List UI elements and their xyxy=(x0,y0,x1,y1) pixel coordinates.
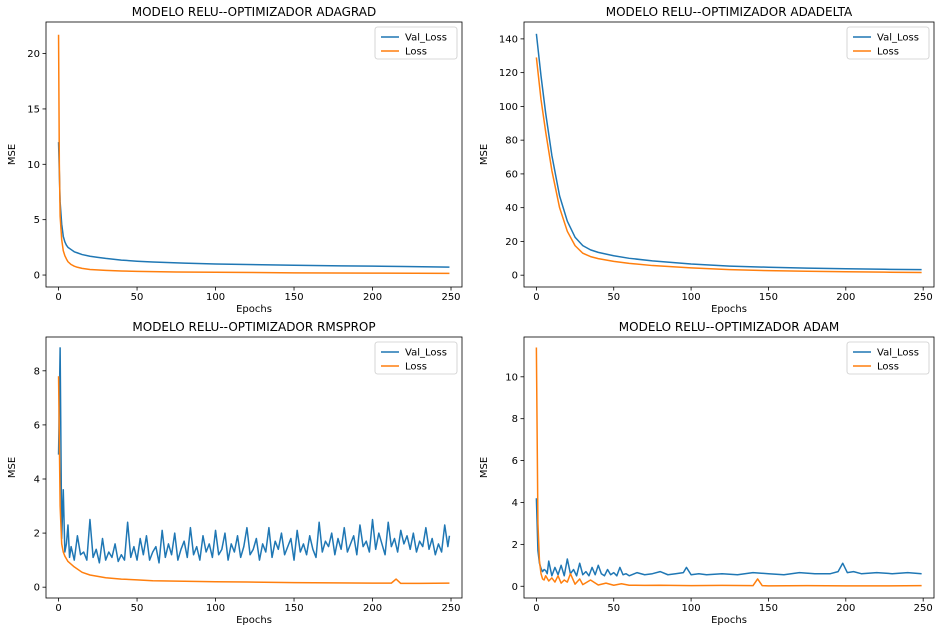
x-tick-label: 250 xyxy=(441,603,460,614)
y-tick-label: 0 xyxy=(34,583,40,594)
y-axis-label: MSE xyxy=(479,144,490,165)
x-tick-label: 0 xyxy=(533,292,539,303)
x-axis-label: Epochs xyxy=(236,615,272,626)
y-tick-label: 60 xyxy=(505,169,518,180)
y-tick-label: 2 xyxy=(512,540,518,551)
legend-label: Loss xyxy=(877,47,899,58)
legend-label: Loss xyxy=(877,362,899,373)
x-axis-label: Epochs xyxy=(236,304,272,315)
legend: Val_Loss Loss xyxy=(374,341,458,375)
x-tick-label: 0 xyxy=(55,603,61,614)
x-tick-label: 100 xyxy=(682,292,701,303)
y-axis-label: MSE xyxy=(7,144,18,165)
y-tick-label: 4 xyxy=(34,474,40,485)
series-line-val-loss xyxy=(57,142,450,268)
subplot-rmsprop: MODELO RELU--OPTIMIZADOR RMSPROP Epochs … xyxy=(7,320,463,626)
x-tick-label: 50 xyxy=(607,292,620,303)
y-tick-label: 0 xyxy=(34,271,40,282)
y-tick-label: 10 xyxy=(27,160,40,171)
y-tick-label: 6 xyxy=(34,420,40,431)
y-tick-label: 80 xyxy=(505,136,518,147)
x-tick-label: 100 xyxy=(206,292,225,303)
legend: Val_Loss Loss xyxy=(374,26,458,60)
y-tick-label: 140 xyxy=(499,34,518,45)
x-tick-label: 0 xyxy=(533,603,539,614)
y-axis-label: MSE xyxy=(7,457,18,478)
x-tick-label: 200 xyxy=(836,603,855,614)
y-tick-label: 6 xyxy=(512,456,518,467)
axes-frame xyxy=(45,21,463,288)
y-tick-label: 4 xyxy=(512,498,518,509)
x-tick-label: 250 xyxy=(914,292,933,303)
y-tick-label: 20 xyxy=(27,49,40,60)
plot-area xyxy=(57,347,451,585)
x-tick-label: 50 xyxy=(131,292,144,303)
chart-title: MODELO RELU--OPTIMIZADOR RMSPROP xyxy=(132,320,375,334)
y-tick-label: 5 xyxy=(34,215,40,226)
x-tick-label: 50 xyxy=(607,603,620,614)
plot-area xyxy=(57,34,450,275)
legend-label: Loss xyxy=(405,362,427,373)
x-tick-label: 200 xyxy=(363,603,382,614)
y-tick-label: 10 xyxy=(505,372,518,383)
y-tick-label: 100 xyxy=(499,102,518,113)
x-tick-label: 200 xyxy=(836,292,855,303)
series-line-loss xyxy=(535,57,922,274)
y-tick-label: 20 xyxy=(505,237,518,248)
y-tick-label: 15 xyxy=(27,104,40,115)
axes-frame xyxy=(45,336,463,599)
axes-frame xyxy=(523,21,935,288)
x-tick-label: 200 xyxy=(363,292,382,303)
legend-label: Val_Loss xyxy=(405,348,447,359)
series-line-loss xyxy=(57,34,450,275)
plot-area xyxy=(535,33,922,274)
x-tick-label: 150 xyxy=(759,292,778,303)
x-tick-label: 50 xyxy=(131,603,144,614)
x-tick-label: 150 xyxy=(284,603,303,614)
series-line-val-loss xyxy=(535,33,922,271)
y-tick-label: 0 xyxy=(512,582,518,593)
chart-title: MODELO RELU--OPTIMIZADOR ADADELTA xyxy=(606,5,853,19)
x-tick-label: 0 xyxy=(55,292,61,303)
x-tick-label: 250 xyxy=(441,292,460,303)
x-axis-label: Epochs xyxy=(711,304,747,315)
x-tick-label: 250 xyxy=(914,603,933,614)
y-tick-label: 120 xyxy=(499,68,518,79)
y-tick-label: 2 xyxy=(34,529,40,540)
series-line-val-loss xyxy=(57,347,451,564)
x-tick-label: 100 xyxy=(206,603,225,614)
plot-area xyxy=(535,347,922,587)
series-line-val-loss xyxy=(535,498,922,577)
legend: Val_Loss Loss xyxy=(846,341,930,375)
subplot-adagrad: MODELO RELU--OPTIMIZADOR ADAGRAD Epochs … xyxy=(7,5,463,315)
x-axis-label: Epochs xyxy=(711,615,747,626)
legend-label: Loss xyxy=(405,47,427,58)
y-tick-label: 8 xyxy=(512,414,518,425)
legend: Val_Loss Loss xyxy=(846,26,930,60)
axes-frame xyxy=(523,336,935,599)
x-tick-label: 150 xyxy=(759,603,778,614)
y-tick-label: 0 xyxy=(512,271,518,282)
legend-label: Val_Loss xyxy=(877,33,919,44)
y-tick-label: 8 xyxy=(34,366,40,377)
x-tick-label: 100 xyxy=(682,603,701,614)
subplot-adadelta: MODELO RELU--OPTIMIZADOR ADADELTA Epochs… xyxy=(479,5,935,315)
y-axis-label: MSE xyxy=(479,457,490,478)
x-tick-label: 150 xyxy=(284,292,303,303)
legend-label: Val_Loss xyxy=(405,33,447,44)
subplot-adam: MODELO RELU--OPTIMIZADOR ADAM Epochs MSE… xyxy=(479,320,935,626)
chart-title: MODELO RELU--OPTIMIZADOR ADAM xyxy=(619,320,839,334)
chart-title: MODELO RELU--OPTIMIZADOR ADAGRAD xyxy=(132,5,376,19)
y-tick-label: 40 xyxy=(505,203,518,214)
series-line-loss xyxy=(57,376,450,585)
series-line-loss xyxy=(535,347,922,587)
legend-label: Val_Loss xyxy=(877,348,919,359)
